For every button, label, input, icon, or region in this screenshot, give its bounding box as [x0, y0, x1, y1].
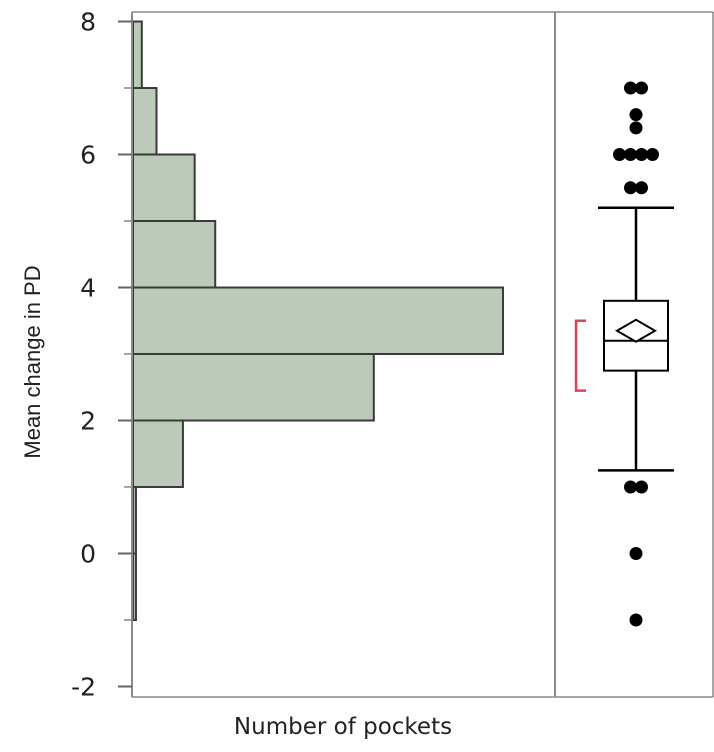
outlier-point [624, 480, 637, 494]
y-tick-label: 6 [80, 141, 96, 170]
histogram-bar [132, 20, 143, 89]
histogram-bar [132, 153, 196, 222]
outlier-point [635, 181, 648, 195]
outlier-point [624, 148, 637, 161]
outlier-point [624, 81, 637, 95]
y-tick-label: 0 [80, 540, 96, 569]
outlier-point [624, 181, 637, 195]
y-tick-label: 8 [80, 8, 96, 37]
histogram-bar [132, 87, 158, 156]
histogram-bar [132, 419, 184, 488]
histogram-bar [132, 286, 505, 355]
outlier-point [635, 480, 648, 494]
axes: -2 0 2 4 6 8 [71, 8, 714, 702]
y-tick-label: 4 [80, 274, 96, 303]
y-tick-label: 2 [80, 407, 96, 436]
outlier-point [629, 108, 643, 122]
outlier-point [613, 148, 626, 161]
box-plot [574, 81, 674, 627]
histogram-bar [132, 220, 217, 289]
outlier-point [629, 121, 643, 135]
outlier-point [635, 148, 648, 161]
outlier-point [646, 148, 659, 161]
confidence-bracket [574, 319, 586, 392]
histogram-bar [132, 353, 375, 422]
outlier-point [629, 613, 643, 627]
mean-diamond [615, 318, 657, 343]
histogram-bars [132, 20, 505, 621]
outlier-point [629, 547, 643, 560]
histogram-bar [132, 486, 137, 555]
outlier-point [635, 81, 648, 95]
x-axis-title: Number of pockets [234, 714, 452, 740]
histogram-bar [132, 552, 137, 621]
y-tick-label: -2 [71, 673, 96, 702]
y-axis-title: Mean change in PD [20, 265, 45, 458]
